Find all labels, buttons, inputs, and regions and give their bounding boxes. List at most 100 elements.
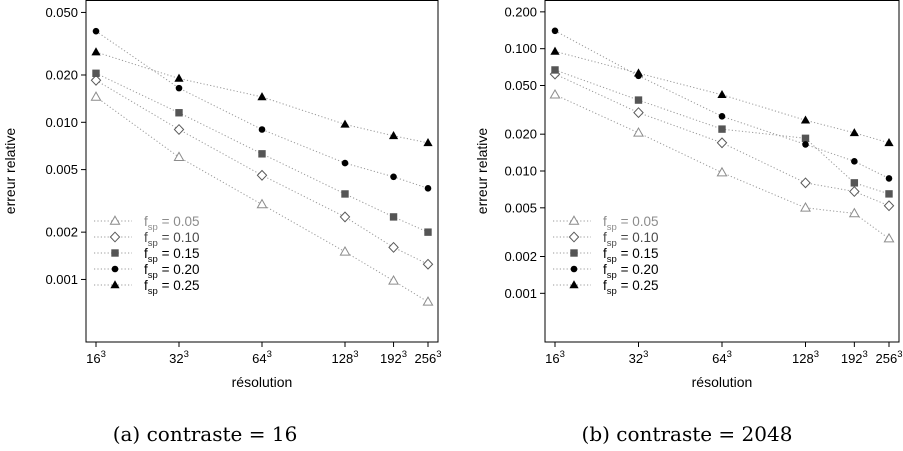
legend-marker: [109, 231, 121, 243]
legend-label-value: = 0.25: [617, 278, 659, 293]
legend-label-value: = 0.10: [617, 230, 659, 245]
x-tick-label: 643: [712, 349, 732, 366]
series-1-point: [716, 137, 728, 149]
x-tick-exponent: 3: [897, 349, 902, 360]
series-0: [90, 91, 434, 306]
series-0-point: [549, 88, 561, 99]
series-3-point: [424, 185, 432, 192]
series-3-point: [390, 173, 397, 181]
x-tick-label: 2563: [876, 349, 903, 366]
series-4-line: [554, 50, 890, 144]
series-4-point: [550, 46, 560, 55]
caption-b: (b) contraste = 2048: [582, 422, 793, 446]
x-tick-label: 2563: [415, 349, 442, 366]
series-0-point: [848, 207, 860, 218]
legend-label-value: = 0.20: [158, 262, 200, 277]
legend-label-base: f: [603, 246, 607, 261]
legend-label: fsp = 0.10: [144, 230, 199, 249]
y-tick-label: 0.005: [504, 200, 537, 215]
series-0-point: [716, 166, 728, 177]
x-tick-exponent: 3: [814, 349, 819, 360]
series-3-point: [885, 175, 893, 182]
legend-label-sub: sp: [607, 238, 617, 249]
legend-label-base: f: [144, 246, 148, 261]
legend-marker: [568, 231, 580, 243]
series-3: [92, 27, 432, 192]
x-tick-exponent: 3: [101, 349, 106, 360]
series-4-point: [340, 119, 350, 128]
series-2-point: [885, 190, 893, 198]
legend-label: fsp = 0.25: [144, 278, 199, 297]
series-3-point: [92, 27, 100, 35]
series-2-point: [718, 125, 726, 133]
series-0-point: [883, 232, 895, 243]
x-tick-label: 163: [86, 349, 106, 366]
legend-marker: [111, 249, 119, 257]
series-1-point: [90, 74, 102, 86]
legend-marker: [570, 265, 578, 273]
series-2-point: [341, 190, 349, 198]
series-2-point: [551, 66, 559, 74]
series-0-point: [339, 245, 351, 256]
series-3-line: [554, 30, 890, 179]
series-2-point: [850, 179, 859, 187]
x-tick-exponent: 3: [436, 349, 441, 360]
x-tick-exponent: 3: [267, 349, 272, 360]
caption-a: (a) contraste = 16: [113, 422, 298, 446]
series-0-point: [90, 91, 102, 101]
series-3-line: [95, 30, 429, 189]
series-4-point: [257, 92, 267, 101]
legend-marker: [110, 280, 120, 289]
x-tick-label: 1283: [792, 349, 819, 366]
series-1-line: [95, 79, 429, 265]
series-3: [551, 27, 893, 182]
y-tick-label: 0.050: [45, 5, 78, 20]
legend-marker: [568, 215, 580, 225]
x-tick-label: 1923: [380, 349, 407, 366]
legend-label-sub: sp: [148, 270, 158, 281]
series-1-point: [800, 177, 811, 189]
series-3-point: [175, 84, 183, 92]
legend-label-base: f: [603, 230, 607, 245]
x-tick-exponent: 3: [560, 349, 565, 360]
series-4-point: [174, 73, 184, 82]
series-0: [549, 88, 895, 243]
legend-label-value: = 0.05: [158, 214, 200, 229]
series-3-point: [551, 27, 559, 35]
legend-label: fsp = 0.10: [603, 230, 658, 249]
series-1-point: [173, 123, 185, 136]
y-tick-label: 0.001: [45, 272, 78, 287]
y-tick-label: 0.010: [45, 115, 78, 130]
x-tick-base: 128: [332, 351, 354, 366]
legend-marker: [109, 215, 121, 225]
series-3-point: [802, 141, 809, 148]
series-4: [550, 46, 894, 147]
series-4: [91, 47, 433, 147]
x-tick-exponent: 3: [402, 349, 407, 360]
y-axis-label: erreur relative: [474, 128, 490, 215]
series-3-point: [851, 158, 858, 165]
series-0-point: [422, 296, 434, 306]
x-tick-exponent: 3: [863, 349, 868, 360]
series-1-point: [633, 107, 644, 119]
series-4-point: [849, 128, 859, 137]
x-tick-label: 643: [252, 349, 272, 366]
series-2-point: [389, 213, 398, 221]
x-tick-base: 16: [86, 351, 100, 366]
legend-label-base: f: [603, 278, 607, 293]
legend-label-value: = 0.05: [617, 214, 659, 229]
legend-marker: [570, 249, 578, 257]
x-tick-label: 323: [169, 349, 189, 366]
x-tick-base: 192: [841, 351, 863, 366]
series-2-point: [424, 228, 432, 236]
legend-label-sub: sp: [148, 286, 158, 297]
x-tick-label: 1283: [332, 349, 359, 366]
series-4-point: [633, 68, 644, 77]
series-0-point: [633, 127, 644, 137]
legend-label-base: f: [144, 278, 148, 293]
x-tick-base: 128: [792, 351, 814, 366]
legend-label-base: f: [603, 214, 607, 229]
series-2-line: [554, 69, 890, 195]
y-tick-label: 0.100: [504, 41, 537, 56]
series-2-point: [258, 150, 266, 158]
